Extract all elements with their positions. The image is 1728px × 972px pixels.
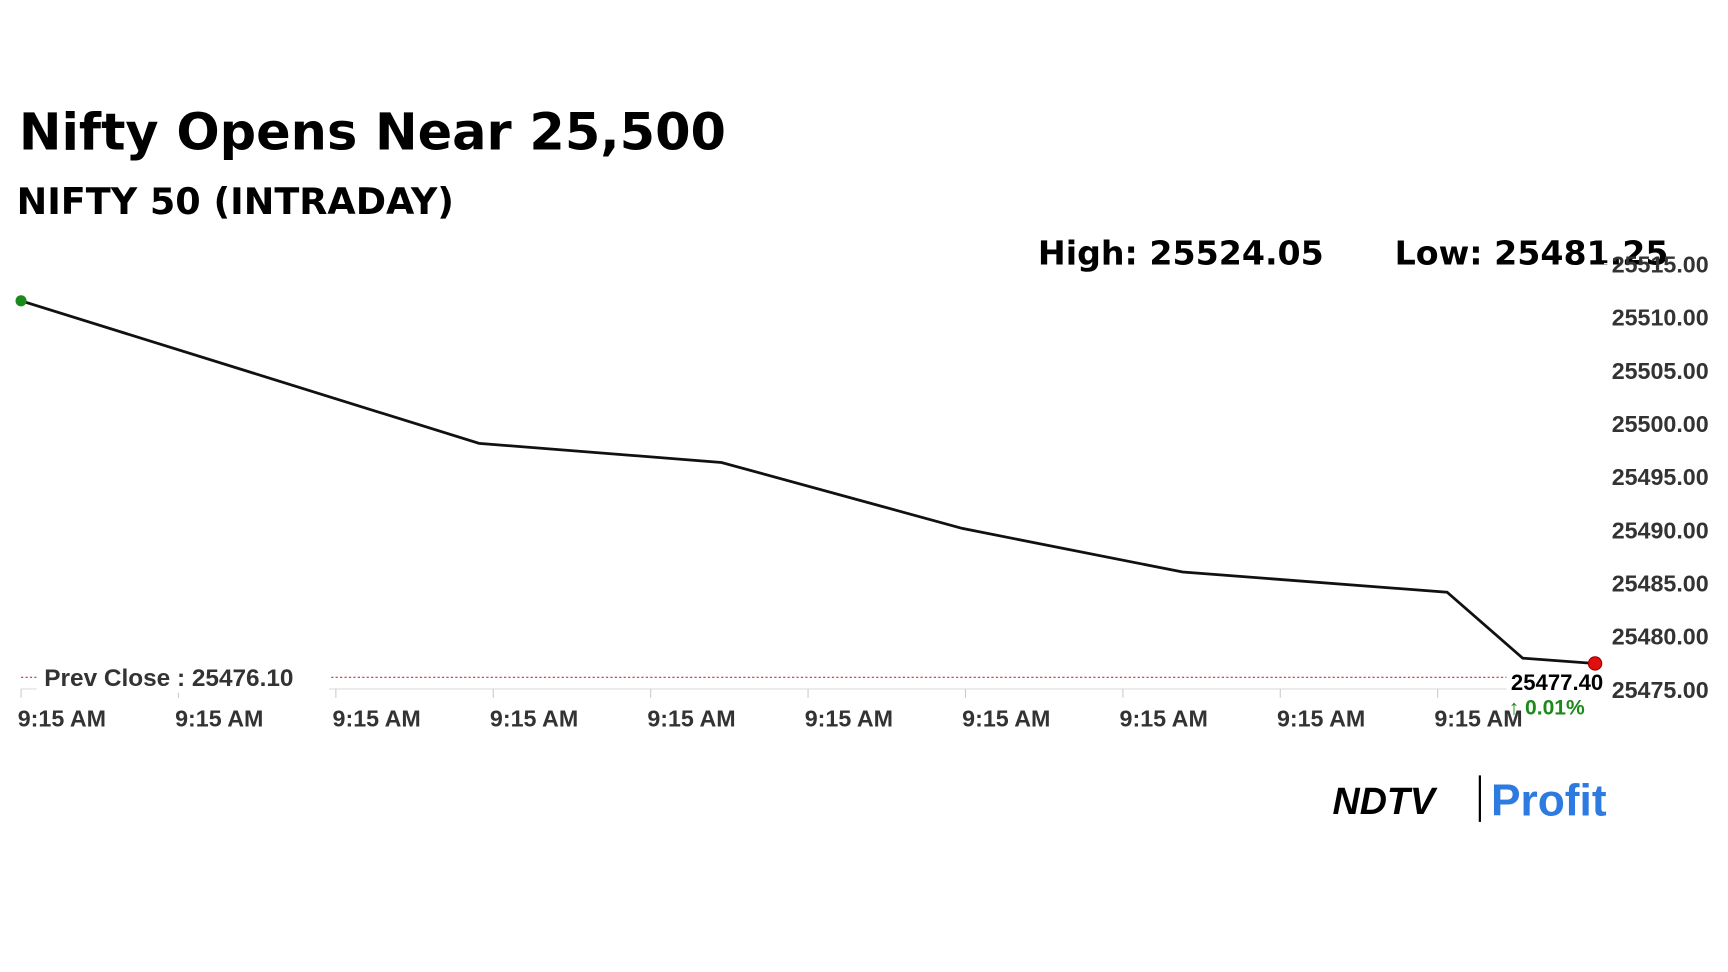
chart-title: Nifty Opens Near 25,500 [19,104,726,163]
x-tick-label: 9:15 AM [805,706,893,732]
logo-profit: Profit [1491,776,1607,825]
y-tick-label: 25500.00 [1612,411,1709,437]
end-point [1587,656,1603,671]
x-tick-label: 9:15 AM [962,706,1050,732]
chart-subtitle: NIFTY 50 (INTRADAY) [17,180,454,223]
x-tick-label: 9:15 AM [1277,706,1365,732]
y-tick-label: 25510.00 [1612,305,1709,331]
x-tick-label: 9:15 AM [1120,706,1208,732]
y-tick-label: 25480.00 [1612,624,1709,650]
y-tick-label: 25515.00 [1612,251,1709,277]
change-label: ↑ 0.01% [1509,696,1585,719]
x-tick-label: 9:15 AM [18,706,106,732]
x-tick-label: 9:15 AM [175,706,263,732]
logo-ndtv: NDTV [1333,780,1438,822]
prev-close-label: Prev Close : 25476.10 [44,665,293,692]
x-tick-label: 9:15 AM [647,706,735,732]
prev-close-bg [36,661,329,693]
y-tick-label: 25490.00 [1612,517,1709,543]
x-tick-label: 9:15 AM [1434,706,1522,732]
start-point [15,295,27,307]
low-label: Low: 25481.25 [1395,234,1669,273]
logo: NDTV Profit [1333,775,1607,825]
series-line [20,299,1596,665]
y-tick-label: 25495.00 [1612,464,1709,490]
x-tick-label: 9:15 AM [490,706,578,732]
y-tick-label: 25505.00 [1612,358,1709,384]
high-label: High: 25524.05 [1038,234,1324,273]
y-tick-label: 25475.00 [1612,677,1709,703]
y-tick-label: 25485.00 [1612,571,1709,597]
last-value-label: 25477.40 [1511,670,1603,695]
x-tick-label: 9:15 AM [333,706,421,732]
